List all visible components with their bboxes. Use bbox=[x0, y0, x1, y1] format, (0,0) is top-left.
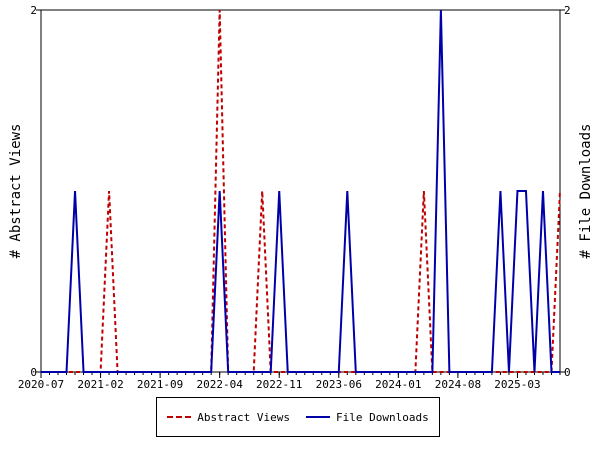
legend-label-file-downloads: File Downloads bbox=[336, 410, 429, 424]
y-right-tick-label: 2 bbox=[564, 4, 571, 17]
y-right-tick-label: 0 bbox=[564, 366, 571, 379]
x-tick-label: 2021-09 bbox=[137, 378, 183, 391]
legend-item-abstract-views: Abstract Views bbox=[167, 411, 290, 424]
legend-label-abstract-views: Abstract Views bbox=[197, 410, 290, 424]
x-tick-label: 2025-03 bbox=[494, 378, 540, 391]
x-tick-label: 2023-06 bbox=[316, 378, 362, 391]
y-left-tick-label: 0 bbox=[30, 366, 37, 379]
x-tick-label: 2021-02 bbox=[77, 378, 123, 391]
y-axis-title-right: # File Downloads bbox=[578, 124, 594, 259]
y-axis-title-left: # Abstract Views bbox=[8, 124, 24, 259]
legend-swatch-file-downloads bbox=[306, 416, 330, 418]
legend-item-file-downloads: File Downloads bbox=[306, 411, 429, 424]
legend: Abstract Views File Downloads bbox=[156, 397, 440, 437]
x-tick-label: 2024-08 bbox=[435, 378, 481, 391]
plot-area bbox=[40, 9, 561, 373]
x-tick-label: 2022-11 bbox=[256, 378, 302, 391]
x-tick-label: 2020-07 bbox=[18, 378, 64, 391]
series-line-file-downloads bbox=[41, 9, 560, 373]
legend-swatch-abstract-views bbox=[167, 416, 192, 418]
x-tick-label: 2022-04 bbox=[196, 378, 243, 391]
x-tick-label: 2024-01 bbox=[375, 378, 421, 391]
y-left-tick-label: 2 bbox=[30, 4, 37, 17]
